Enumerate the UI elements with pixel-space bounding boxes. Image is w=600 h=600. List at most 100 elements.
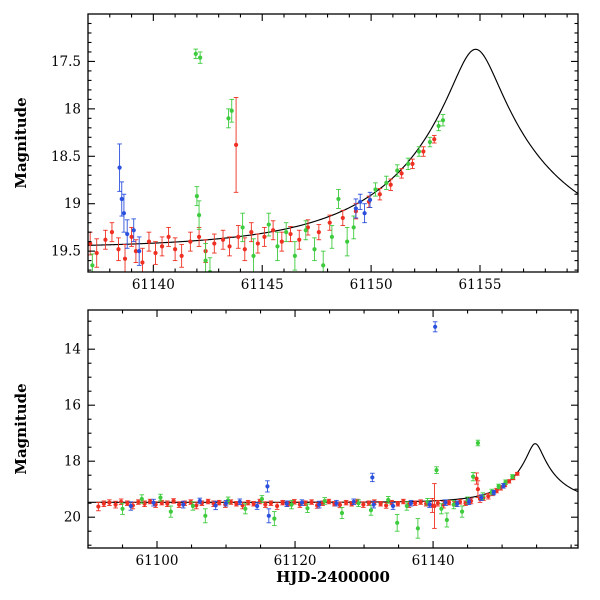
data-point <box>427 501 432 508</box>
y-axis-label-top: Magnitude <box>12 97 30 188</box>
data-point <box>446 499 452 506</box>
data-point <box>435 499 441 507</box>
series-blue <box>117 143 373 266</box>
data-point <box>237 498 243 506</box>
data-point <box>223 499 229 507</box>
data-point <box>159 236 165 257</box>
data-point <box>305 503 310 513</box>
x-tick-label: 61145 <box>241 277 284 293</box>
data-point <box>408 499 414 507</box>
x-tick-label: 61140 <box>412 553 455 569</box>
data-point <box>385 496 391 504</box>
y-tick-label: 14 <box>64 342 81 358</box>
data-point <box>326 498 332 505</box>
y-tick-label: 19 <box>64 196 81 212</box>
data-point <box>274 502 280 510</box>
data-point <box>259 495 265 503</box>
data-point <box>371 500 377 509</box>
data-point <box>394 164 400 177</box>
data-point <box>309 499 314 505</box>
data-point <box>133 239 139 263</box>
series-green <box>120 439 515 539</box>
data-point <box>410 158 415 170</box>
x-tick-label: 61120 <box>274 553 317 569</box>
data-point <box>263 501 268 508</box>
data-point <box>451 499 457 510</box>
data-point <box>94 238 100 268</box>
data-point <box>475 439 481 447</box>
data-point <box>316 224 322 241</box>
data-point <box>404 501 410 511</box>
data-point <box>353 198 359 219</box>
data-point <box>432 321 438 333</box>
data-point <box>344 226 350 257</box>
tick-labels: 61100 61120 61140 14 16 18 20 <box>64 342 455 569</box>
x-tick-label: 61150 <box>350 277 393 293</box>
data-point <box>190 501 196 511</box>
data-point <box>117 143 122 192</box>
data-point <box>262 226 267 247</box>
data-point <box>510 474 515 480</box>
data-point <box>491 489 497 496</box>
data-point <box>339 506 345 520</box>
series-blue <box>128 321 506 524</box>
data-point <box>367 191 373 208</box>
panel-bottom: 61100 61120 61140 14 16 18 20 <box>64 309 579 569</box>
data-point <box>158 493 163 502</box>
data-point <box>305 219 311 236</box>
data-point <box>466 498 472 506</box>
data-point <box>368 504 374 516</box>
data-point <box>233 97 239 193</box>
data-point <box>176 501 182 508</box>
data-point <box>399 168 404 179</box>
x-tick-label: 61100 <box>136 553 179 569</box>
data-point <box>395 501 401 507</box>
data-point <box>401 498 406 505</box>
data-point <box>384 175 389 190</box>
data-point <box>501 483 506 489</box>
data-point <box>378 501 383 507</box>
data-point <box>131 218 137 243</box>
data-point <box>235 225 241 249</box>
data-point <box>390 502 396 510</box>
axis-ticks <box>88 14 578 272</box>
data-point <box>171 498 176 504</box>
data-point <box>280 499 285 506</box>
data-point <box>443 499 448 506</box>
axis-ticks <box>88 310 578 548</box>
data-point <box>322 497 328 505</box>
data-point <box>418 499 423 505</box>
data-point <box>226 108 231 129</box>
data-point <box>240 212 245 243</box>
data-point <box>255 233 261 254</box>
data-point <box>327 214 333 231</box>
y-tick-label: 19.5 <box>51 244 81 260</box>
data-point <box>439 503 444 515</box>
data-point <box>279 231 285 252</box>
series-red <box>88 97 437 272</box>
data-point <box>109 222 115 243</box>
data-point <box>165 500 170 508</box>
data-point <box>415 518 421 539</box>
data-point <box>421 146 426 157</box>
data-point <box>270 220 276 241</box>
data-point <box>179 244 184 268</box>
plot-frame <box>87 309 579 549</box>
x-tick-label: 61140 <box>132 277 175 293</box>
data-point <box>296 229 302 250</box>
y-tick-label: 17.5 <box>51 54 81 70</box>
data-point <box>194 501 199 510</box>
data-point <box>196 226 202 247</box>
data-point <box>124 219 130 249</box>
data-point <box>213 500 218 511</box>
data-point <box>125 500 130 506</box>
data-point <box>284 500 290 508</box>
data-point <box>340 209 346 226</box>
y-tick-label: 16 <box>64 398 81 414</box>
data-point <box>103 229 108 250</box>
data-point <box>434 466 439 474</box>
data-point <box>283 222 289 243</box>
data-point <box>227 236 232 257</box>
data-point <box>122 244 128 272</box>
data-point <box>197 51 203 64</box>
